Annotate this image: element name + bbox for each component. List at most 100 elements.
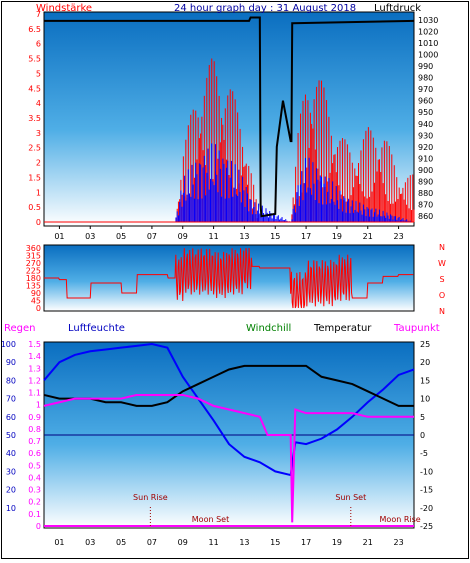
temperatur-label: Temperatur xyxy=(313,323,372,334)
temperature-tick-label: -20 xyxy=(420,504,433,513)
astro-annotation: Sun Rise xyxy=(133,493,168,502)
temp-series xyxy=(43,342,415,527)
wind-tick-label: 3 xyxy=(36,129,41,138)
astro-annotation: Sun Set xyxy=(335,493,366,502)
wind-tick-label: 4.5 xyxy=(28,84,41,93)
hour-label: 21 xyxy=(363,232,373,241)
pressure-tick-label: 890 xyxy=(418,178,433,187)
hour-label: 19 xyxy=(332,538,342,547)
wind-tick-label: 2 xyxy=(36,159,41,168)
hour-label: 17 xyxy=(301,538,311,547)
regen-tick-label: 1 xyxy=(36,401,41,410)
humidity-tick-label: 50 xyxy=(6,431,16,440)
pressure-tick-label: 960 xyxy=(418,97,433,106)
regen-tick-label: 1.1 xyxy=(28,389,41,398)
temperature-tick-label: -25 xyxy=(420,522,433,531)
pressure-tick-label: 910 xyxy=(418,154,433,163)
direction-line xyxy=(44,247,414,309)
pressure-tick-label: 1020 xyxy=(418,27,438,36)
pressure-axis-label: Luftdruck xyxy=(374,3,421,14)
luftfeuchte-label: Luftfeuchte xyxy=(68,323,125,334)
hour-label: 01 xyxy=(54,232,64,241)
regen-tick-label: 0.1 xyxy=(28,510,41,519)
pressure-tick-label: 870 xyxy=(418,201,433,210)
pressure-tick-label: 920 xyxy=(418,143,433,152)
hour-label: 07 xyxy=(147,232,157,241)
direction-tick-label: 315 xyxy=(26,252,41,261)
astro-annotation: Moon Rise xyxy=(380,515,421,524)
wind-tick-label: 1.5 xyxy=(28,173,41,182)
wind-tick-label: 3.5 xyxy=(28,114,41,123)
hour-label: 03 xyxy=(85,538,95,547)
wind-tick-label: 6 xyxy=(36,40,41,49)
hour-label: 07 xyxy=(147,538,157,547)
humidity-line xyxy=(43,342,415,477)
hour-label: 21 xyxy=(363,538,373,547)
hour-label: 19 xyxy=(332,232,342,241)
wind-ticks: 7 6.5 6 5.5 5 4.5 4 3.5 3 2.5 2 1.5 1 0.5 0 xyxy=(28,10,41,227)
regen-tick-label: 1.4 xyxy=(28,352,41,361)
wind-tick-label: 6.5 xyxy=(28,25,41,34)
direction-tick-label: 90 xyxy=(31,289,41,298)
weather-charts: Windstärke 24 hour graph day : 31 August… xyxy=(2,3,446,547)
pressure-tick-label: 880 xyxy=(418,189,433,198)
pressure-line xyxy=(44,16,415,218)
regen-tick-label: 0.4 xyxy=(28,473,41,482)
humidity-tick-label: 40 xyxy=(6,449,16,458)
wind-tick-label: 5 xyxy=(36,69,41,78)
dewpoint-line xyxy=(43,393,414,523)
temperature-ticks: 25 20 15 10 5 0 -5 -10 -15 -20 -25 xyxy=(420,340,433,531)
direction-tick-label: 45 xyxy=(31,297,41,306)
hour-label: 15 xyxy=(270,538,280,547)
regen-tick-label: 1.5 xyxy=(28,340,41,349)
hour-label: 03 xyxy=(85,232,95,241)
compass-label: O xyxy=(439,291,445,300)
regen-tick-label: 0.9 xyxy=(28,413,41,422)
hour-label: 23 xyxy=(393,232,403,241)
taupunkt-label: Taupunkt xyxy=(393,323,440,334)
hour-label: 15 xyxy=(270,232,280,241)
windchill-label: Windchill xyxy=(246,323,291,334)
regen-tick-label: 1.2 xyxy=(28,376,41,385)
temperature-tick-label: -10 xyxy=(420,467,433,476)
regen-tick-label: 0.7 xyxy=(28,437,41,446)
wind-hour-labels: 01 03 05 07 09 11 13 15 17 19 21 23 xyxy=(54,226,404,241)
humidity-tick-label: 70 xyxy=(6,395,16,404)
wind-tick-label: 1 xyxy=(36,188,41,197)
hour-label: 13 xyxy=(239,538,249,547)
wind-tick-label: 0 xyxy=(36,218,41,227)
humidity-tick-label: 90 xyxy=(6,358,16,367)
compass-label: N xyxy=(439,243,445,252)
temperature-tick-label: 0 xyxy=(420,431,425,440)
wind-tick-label: 4 xyxy=(36,99,41,108)
pressure-tick-label: 980 xyxy=(418,74,433,83)
humidity-tick-label: 10 xyxy=(6,504,16,513)
direction-tick-label: 180 xyxy=(26,274,41,283)
pressure-tick-label: 990 xyxy=(418,62,433,71)
hour-label: 09 xyxy=(178,538,188,547)
hour-label: 11 xyxy=(208,232,218,241)
chart-title: 24 hour graph day : 31 August 2018 xyxy=(174,3,356,14)
astro-annotation: Moon Set xyxy=(192,515,229,524)
regen-tick-label: 0.5 xyxy=(28,461,41,470)
direction-tick-label: 225 xyxy=(26,267,41,276)
regen-tick-label: 0.8 xyxy=(28,425,41,434)
regen-tick-label: 1.3 xyxy=(28,364,41,373)
pressure-tick-label: 970 xyxy=(418,85,433,94)
direction-tick-label: 135 xyxy=(26,282,41,291)
wind-tick-label: 7 xyxy=(36,10,41,19)
compass-label: S xyxy=(439,275,444,284)
pressure-tick-label: 950 xyxy=(418,108,433,117)
regen-tick-label: 0.3 xyxy=(28,486,41,495)
direction-tick-label: 0 xyxy=(36,304,41,313)
pressure-tick-label: 1010 xyxy=(418,39,438,48)
temp-hour-labels: 01 03 05 07 09 11 13 15 17 19 21 23 xyxy=(54,538,403,547)
temperature-tick-label: -5 xyxy=(420,449,428,458)
humidity-tick-label: 20 xyxy=(6,486,16,495)
regen-tick-label: 0.6 xyxy=(28,449,41,458)
temperature-tick-label: 10 xyxy=(420,395,430,404)
regen-humidity-ticks: 1.5 1.4 1.3 1.2 1.1 1 0.9 0.8 0.7 0.6 0.5 0.4 0.3 0.2… xyxy=(2,340,41,531)
